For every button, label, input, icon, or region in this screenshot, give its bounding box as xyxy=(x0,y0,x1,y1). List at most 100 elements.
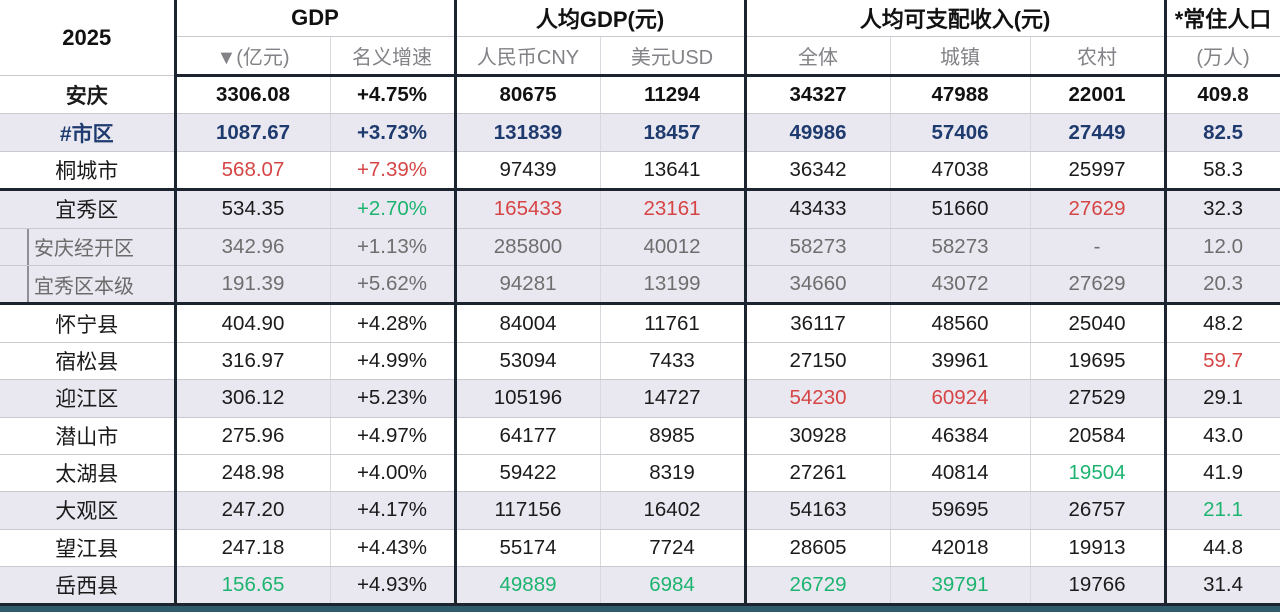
cell: 131839 xyxy=(455,113,601,152)
cell: 28605 xyxy=(745,529,891,568)
cell: 342.96 xyxy=(175,228,331,266)
cell: 191.39 xyxy=(175,265,331,306)
cell: 36117 xyxy=(745,303,891,343)
cell: 34327 xyxy=(745,75,891,115)
cell: 94281 xyxy=(455,265,601,306)
cell: +4.43% xyxy=(330,529,457,568)
cell: +4.00% xyxy=(330,454,457,493)
cell: 31.4 xyxy=(1165,566,1280,607)
cell: 11294 xyxy=(600,75,747,115)
cell: 23161 xyxy=(600,189,747,229)
cell: 82.5 xyxy=(1165,113,1280,152)
cell: 40012 xyxy=(600,228,747,266)
cell: 19913 xyxy=(1030,529,1167,568)
cell: 43433 xyxy=(745,189,891,229)
income-urban-header: 城镇 xyxy=(890,36,1031,77)
row-label: 大观区 xyxy=(0,491,177,530)
table-row: 安庆 3306.08 +4.75% 80675 11294 34327 47988 22001… xyxy=(0,75,1280,115)
cell: 64177 xyxy=(455,417,601,455)
cell: 27629 xyxy=(1030,189,1167,229)
cell: 27150 xyxy=(745,342,891,381)
cell: 51660 xyxy=(890,189,1031,229)
row-label: #市区 xyxy=(0,113,177,152)
cell: 13641 xyxy=(600,151,747,192)
cell: 247.20 xyxy=(175,491,331,530)
table-row: 潜山市 275.96 +4.97% 64177 8985 30928 46384 20584 4… xyxy=(0,417,1280,455)
cell: +4.97% xyxy=(330,417,457,455)
population-group-header: *常住人口 xyxy=(1165,0,1280,37)
cell: 22001 xyxy=(1030,75,1167,115)
cell: 534.35 xyxy=(175,189,331,229)
cell: +4.93% xyxy=(330,566,457,607)
cell: 26757 xyxy=(1030,491,1167,530)
cell: 18457 xyxy=(600,113,747,152)
cell: 19766 xyxy=(1030,566,1167,607)
cell: 165433 xyxy=(455,189,601,229)
table-row: 迎江区 306.12 +5.23% 105196 14727 54230 60924 2752… xyxy=(0,379,1280,418)
cell: 16402 xyxy=(600,491,747,530)
cell: 13199 xyxy=(600,265,747,306)
cell: 12.0 xyxy=(1165,228,1280,266)
cell: 568.07 xyxy=(175,151,331,192)
gdp-sort-header[interactable]: ▼(亿元) xyxy=(175,36,331,77)
cell: 20.3 xyxy=(1165,265,1280,306)
row-label: 安庆经开区 xyxy=(0,228,177,266)
cell: 55174 xyxy=(455,529,601,568)
cell: 3306.08 xyxy=(175,75,331,115)
cell: 29.1 xyxy=(1165,379,1280,418)
cell: 27629 xyxy=(1030,265,1167,306)
table-row: 岳西县 156.65 +4.93% 49889 6984 26729 39791 19766 3… xyxy=(0,566,1280,607)
cell: 47038 xyxy=(890,151,1031,192)
cell: +2.70% xyxy=(330,189,457,229)
cell: 19695 xyxy=(1030,342,1167,381)
cell: 306.12 xyxy=(175,379,331,418)
year-header: 2025 xyxy=(0,0,177,76)
cell: 58273 xyxy=(890,228,1031,266)
usd-header: 美元USD xyxy=(600,36,747,77)
cell: 43072 xyxy=(890,265,1031,306)
bottom-bar xyxy=(0,606,1280,612)
cell: 32.3 xyxy=(1165,189,1280,229)
income-group-header: 人均可支配收入(元) xyxy=(745,0,1167,37)
cell: 21.1 xyxy=(1165,491,1280,530)
cell: 54163 xyxy=(745,491,891,530)
cell: 44.8 xyxy=(1165,529,1280,568)
row-label: 潜山市 xyxy=(0,417,177,455)
cell: 8985 xyxy=(600,417,747,455)
cell: 47988 xyxy=(890,75,1031,115)
cell: 97439 xyxy=(455,151,601,192)
cell: 26729 xyxy=(745,566,891,607)
cell: +3.73% xyxy=(330,113,457,152)
cell: 404.90 xyxy=(175,303,331,343)
table-row: 宜秀区本级 191.39 +5.62% 94281 13199 34660 43072 276… xyxy=(0,265,1280,306)
cell: 49889 xyxy=(455,566,601,607)
cell: 60924 xyxy=(890,379,1031,418)
row-label: 太湖县 xyxy=(0,454,177,493)
cell: 40814 xyxy=(890,454,1031,493)
table-body: 安庆 3306.08 +4.75% 80675 11294 34327 47988 22001… xyxy=(0,75,1280,607)
population-unit-header: (万人) xyxy=(1165,36,1280,77)
cell: 20584 xyxy=(1030,417,1167,455)
cell: 156.65 xyxy=(175,566,331,607)
cell: 6984 xyxy=(600,566,747,607)
cell: 1087.67 xyxy=(175,113,331,152)
cell: 42018 xyxy=(890,529,1031,568)
cell: +4.99% xyxy=(330,342,457,381)
cell: 80675 xyxy=(455,75,601,115)
cell: +5.62% xyxy=(330,265,457,306)
cell: 48560 xyxy=(890,303,1031,343)
cell: 41.9 xyxy=(1165,454,1280,493)
cell: 39961 xyxy=(890,342,1031,381)
table-row: 宜秀区 534.35 +2.70% 165433 23161 43433 51660 2762… xyxy=(0,189,1280,229)
cell: 7724 xyxy=(600,529,747,568)
row-label: 桐城市 xyxy=(0,151,177,192)
cell: 84004 xyxy=(455,303,601,343)
cell: 7433 xyxy=(600,342,747,381)
gdp-growth-header: 名义增速 xyxy=(330,36,457,77)
cell: 19504 xyxy=(1030,454,1167,493)
table-row: 太湖县 248.98 +4.00% 59422 8319 27261 40814 19504 4… xyxy=(0,454,1280,493)
cell: 14727 xyxy=(600,379,747,418)
cell: 105196 xyxy=(455,379,601,418)
